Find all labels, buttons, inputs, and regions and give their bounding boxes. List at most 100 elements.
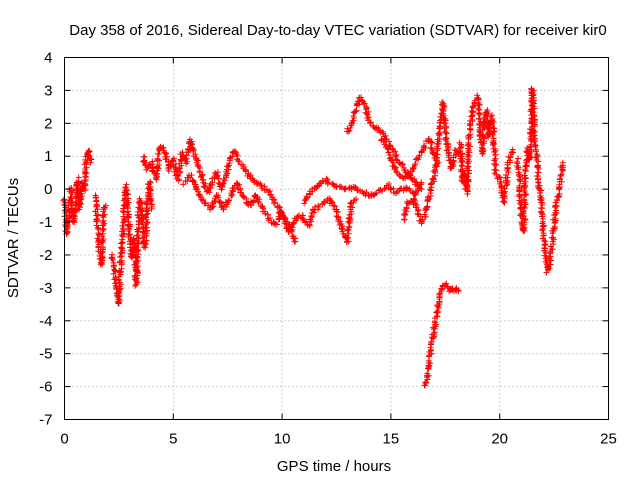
- data-point: [435, 130, 442, 137]
- data-point: [428, 340, 435, 347]
- data-point: [559, 159, 566, 166]
- data-point: [558, 171, 565, 178]
- data-point: [411, 196, 418, 203]
- data-point: [72, 205, 79, 212]
- data-point: [477, 118, 484, 125]
- data-point: [119, 223, 126, 229]
- data-point: [306, 222, 313, 229]
- data-point: [92, 208, 99, 215]
- data-points: [60, 85, 566, 389]
- data-point: [517, 177, 524, 184]
- data-point: [548, 246, 555, 253]
- data-point: [434, 303, 441, 310]
- data-point: [420, 142, 427, 149]
- data-point: [353, 196, 360, 203]
- data-point: [469, 118, 476, 125]
- data-point: [464, 173, 471, 180]
- data-point: [242, 166, 249, 173]
- data-point: [78, 179, 85, 186]
- data-point: [190, 177, 197, 184]
- data-point: [531, 105, 538, 112]
- data-point: [109, 256, 116, 263]
- data-point: [236, 158, 243, 165]
- x-tick-label: 10: [274, 431, 291, 448]
- data-point: [436, 291, 443, 298]
- data-point: [530, 139, 537, 146]
- data-point: [244, 172, 251, 179]
- data-point: [457, 144, 464, 151]
- data-point: [361, 100, 368, 107]
- data-point: [139, 212, 146, 219]
- data-point: [352, 183, 359, 190]
- data-point: [110, 270, 117, 277]
- data-point: [352, 108, 359, 115]
- data-point: [185, 147, 192, 154]
- data-point: [347, 200, 354, 207]
- data-point: [328, 198, 335, 205]
- data-point: [199, 177, 206, 184]
- data-point: [272, 199, 279, 206]
- data-point: [540, 222, 547, 229]
- data-point: [381, 185, 388, 192]
- data-point: [443, 280, 450, 287]
- data-point: [385, 180, 392, 187]
- data-point: [522, 175, 529, 182]
- data-point: [429, 139, 436, 146]
- data-point: [273, 221, 280, 228]
- data-point: [134, 262, 141, 269]
- data-point: [240, 193, 247, 200]
- data-point: [430, 168, 437, 175]
- data-point: [292, 238, 299, 245]
- data-point: [169, 157, 176, 164]
- data-point: [465, 176, 472, 183]
- data-point: [382, 132, 389, 139]
- data-point: [485, 133, 492, 140]
- y-tick-label: -2: [39, 247, 52, 264]
- data-point: [525, 149, 532, 156]
- data-point: [396, 171, 403, 178]
- data-point: [390, 159, 397, 166]
- data-point: [465, 170, 472, 177]
- data-point: [190, 147, 197, 154]
- data-point: [384, 145, 391, 152]
- data-point: [83, 161, 90, 168]
- data-point: [307, 213, 314, 220]
- data-point: [533, 148, 540, 155]
- data-point: [496, 174, 503, 181]
- data-point: [433, 151, 440, 158]
- data-point: [459, 167, 466, 174]
- data-point: [506, 157, 513, 164]
- data-point: [421, 211, 428, 218]
- data-point: [430, 176, 437, 183]
- data-point: [492, 155, 499, 162]
- data-point: [330, 202, 337, 209]
- data-point: [218, 186, 225, 193]
- data-point: [78, 196, 85, 203]
- y-tick-label: 2: [44, 115, 52, 132]
- data-point: [177, 156, 184, 163]
- x-tick-label: 20: [491, 431, 508, 448]
- data-point: [507, 154, 514, 161]
- data-point: [468, 113, 475, 120]
- data-point: [225, 163, 232, 170]
- data-point: [449, 161, 456, 168]
- data-point: [124, 213, 131, 220]
- data-point: [133, 232, 140, 239]
- data-point: [363, 110, 370, 117]
- data-point: [333, 182, 340, 189]
- data-point: [532, 143, 539, 150]
- data-point: [363, 189, 370, 196]
- data-point: [467, 131, 474, 138]
- data-point: [442, 129, 449, 136]
- data-point: [170, 158, 177, 165]
- data-point: [399, 174, 406, 181]
- x-tick-label: 15: [383, 431, 400, 448]
- data-point: [266, 215, 273, 222]
- data-point: [531, 123, 538, 130]
- data-point: [315, 202, 322, 209]
- data-point: [125, 232, 132, 239]
- data-point: [230, 185, 237, 192]
- data-point: [125, 222, 132, 229]
- data-point: [88, 156, 95, 163]
- data-point: [434, 154, 441, 161]
